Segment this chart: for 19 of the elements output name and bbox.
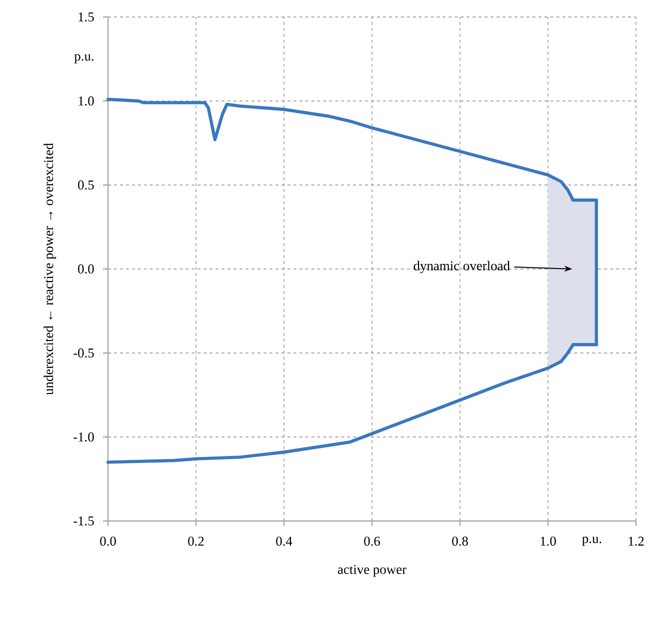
y-tick-label: -1.5 [74,516,94,526]
y-tick-label: 0.5 [78,180,94,190]
x-tick-label: 0.8 [452,536,468,546]
y-axis-title: underexcited ← reactive power → overexcited [44,143,56,395]
x-tick-label: 1.2 [628,536,644,546]
x-axis-title: active power [338,564,406,577]
x-tick-label: 0.2 [188,536,204,546]
y-tick-label: -0.5 [74,348,94,358]
text: p.u. [74,54,94,64]
annotation: dynamic overload [414,260,510,274]
x-tick-label: 0.4 [276,536,292,546]
y-tick-label: -1.0 [74,432,94,442]
y-tick-label: 0.0 [78,264,94,274]
x-tick-label: 1.0 [540,536,556,546]
y-tick-label: 1.5 [78,12,94,22]
x-tick-label: 0.0 [100,536,116,546]
text: p.u. [582,536,602,546]
y-tick-label: 1.0 [78,96,94,106]
x-tick-label: 0.6 [364,536,380,546]
